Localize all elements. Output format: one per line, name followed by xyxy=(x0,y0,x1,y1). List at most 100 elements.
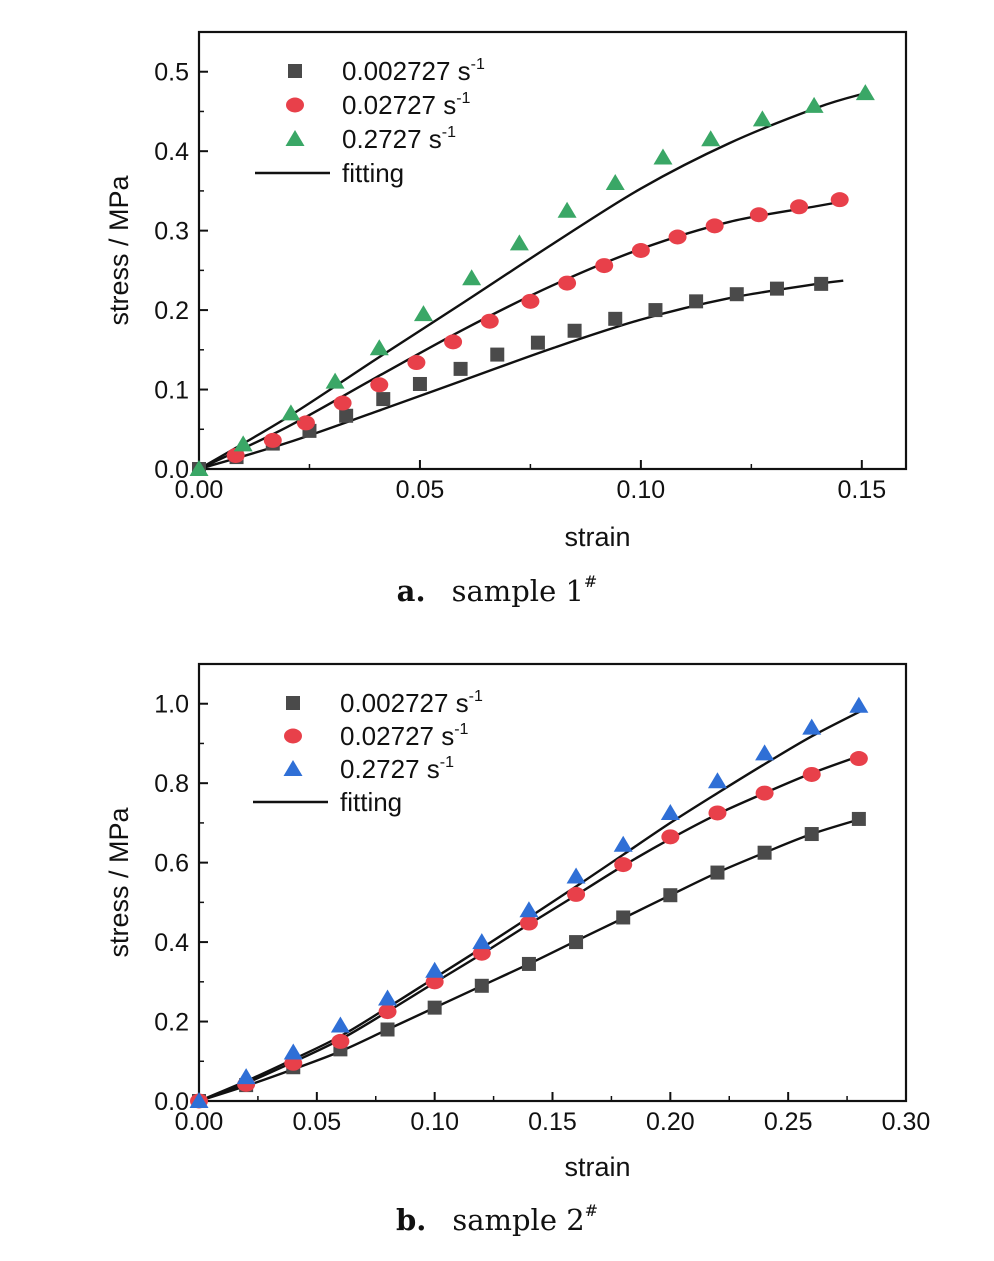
triangle-data-point xyxy=(236,1068,256,1085)
legend-circle-marker xyxy=(286,97,304,113)
square-data-point xyxy=(804,827,819,842)
triangle-data-point xyxy=(804,96,824,113)
square-data-point xyxy=(412,376,427,391)
legend-label: 0.2727 s-1 xyxy=(340,754,454,784)
circle-data-point xyxy=(263,432,282,448)
square-data-point xyxy=(569,935,584,950)
circle-data-point xyxy=(661,829,680,845)
x-tick-label: 0.05 xyxy=(292,1108,341,1136)
x-tick-label: 0.10 xyxy=(617,476,666,504)
x-tick-label: 0.00 xyxy=(175,1108,224,1136)
x-axis-title: strain xyxy=(564,522,630,552)
y-tick-label: 0.8 xyxy=(154,770,189,798)
square-data-point xyxy=(608,311,623,326)
circle-data-point xyxy=(407,355,426,371)
caption-b-letter: b. xyxy=(395,1203,427,1237)
caption-b: b. sample 2# xyxy=(0,1201,994,1237)
triangle-data-point xyxy=(281,404,301,421)
square-data-point xyxy=(616,910,631,925)
circle-data-point xyxy=(749,207,768,223)
fitting-curve xyxy=(198,279,844,471)
circle-data-point xyxy=(705,218,724,234)
square-data-point xyxy=(757,845,772,860)
square-data-point xyxy=(474,978,489,993)
x-tick-label: 0.15 xyxy=(528,1108,577,1136)
legend-label: 0.002727 s-1 xyxy=(342,56,485,86)
triangle-data-point xyxy=(378,989,398,1006)
circle-data-point xyxy=(790,199,809,215)
circle-data-point xyxy=(708,805,727,821)
y-tick-label: 0.2 xyxy=(154,297,189,325)
triangle-data-point xyxy=(413,305,433,322)
square-data-point xyxy=(689,294,704,309)
y-tick-label: 0.6 xyxy=(154,850,189,878)
y-tick-label: 0.4 xyxy=(154,138,189,166)
y-tick-label: 0.3 xyxy=(154,218,189,246)
triangle-data-point xyxy=(283,1043,303,1060)
x-tick-label: 0.00 xyxy=(175,476,224,504)
circle-data-point xyxy=(567,886,586,902)
triangle-data-point xyxy=(566,867,586,884)
square-data-point xyxy=(710,865,725,880)
triangle-data-point xyxy=(425,961,445,978)
triangle-data-point xyxy=(849,696,869,713)
caption-a: a. sample 1# xyxy=(0,572,994,608)
circle-data-point xyxy=(425,974,444,990)
circle-data-point xyxy=(849,751,868,767)
x-tick-label: 0.25 xyxy=(764,1108,813,1136)
triangle-data-point xyxy=(369,339,389,356)
triangle-data-point xyxy=(462,269,482,286)
triangle-data-point xyxy=(605,173,625,190)
triangle-data-point xyxy=(707,772,727,789)
y-axis-title: stress / MPa xyxy=(104,175,134,326)
x-tick-label: 0.20 xyxy=(646,1108,695,1136)
triangle-data-point xyxy=(557,201,577,218)
caption-a-mark: # xyxy=(583,572,598,591)
circle-data-point xyxy=(472,945,491,961)
triangle-data-point xyxy=(325,372,345,389)
plot-frame xyxy=(197,30,908,471)
circle-data-point xyxy=(331,1033,350,1049)
triangle-data-point xyxy=(701,130,721,147)
legend-label: 0.02727 s-1 xyxy=(340,721,469,751)
triangle-data-point xyxy=(752,110,772,127)
chart-panel-b: 0.00 0.05 0.10 0.15 0.20 0.25 0.30 0.0 0.2 0.4 0.6… xyxy=(104,662,930,1180)
x-tick-label: 0.05 xyxy=(396,476,445,504)
x-tick-label: 0.15 xyxy=(837,476,886,504)
circle-data-point xyxy=(480,313,499,329)
triangle-data-point xyxy=(613,835,633,852)
circle-data-point xyxy=(755,785,774,801)
square-data-point xyxy=(851,811,866,826)
caption-a-letter: a. xyxy=(396,574,426,608)
circle-data-point xyxy=(668,229,687,245)
legend-triangle-marker xyxy=(283,760,303,776)
fitting-curve xyxy=(198,200,844,471)
square-data-point xyxy=(376,392,391,407)
square-data-point xyxy=(648,303,663,318)
legend-triangle-marker xyxy=(285,130,305,146)
legend-label: 0.002727 s-1 xyxy=(340,688,483,718)
y-tick-label: 1.0 xyxy=(154,691,189,719)
legend-square-marker xyxy=(286,696,300,710)
triangle-data-point xyxy=(802,718,822,735)
square-data-point xyxy=(521,956,536,971)
square-data-point xyxy=(663,888,678,903)
circle-data-point xyxy=(333,395,352,411)
square-data-point xyxy=(453,361,468,376)
circle-data-point xyxy=(519,915,538,931)
x-tick-label: 0.10 xyxy=(410,1108,459,1136)
y-tick-label: 0.4 xyxy=(154,929,189,957)
legend-square-marker xyxy=(288,64,302,78)
y-tick-label: 0.1 xyxy=(154,377,189,405)
legend-circle-marker xyxy=(284,728,302,744)
triangle-data-point xyxy=(189,1092,209,1108)
triangle-data-point xyxy=(233,435,253,452)
square-data-point xyxy=(490,347,505,362)
caption-a-text: sample 1 xyxy=(451,574,584,608)
caption-b-mark: # xyxy=(584,1201,599,1220)
square-data-point xyxy=(769,281,784,296)
circle-data-point xyxy=(370,377,389,393)
legend-label: fitting xyxy=(340,787,402,817)
